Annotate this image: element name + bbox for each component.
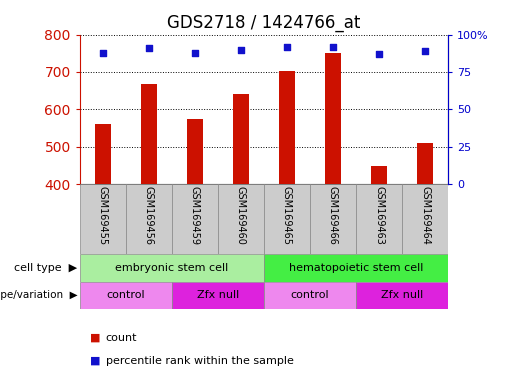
Bar: [279, 71, 295, 184]
Text: GSM169456: GSM169456: [144, 186, 154, 245]
Bar: [264, 282, 356, 309]
Text: ■: ■: [90, 356, 100, 366]
Text: GSM169465: GSM169465: [282, 186, 292, 245]
Bar: [172, 184, 218, 254]
Text: percentile rank within the sample: percentile rank within the sample: [106, 356, 294, 366]
Title: GDS2718 / 1424766_at: GDS2718 / 1424766_at: [167, 14, 360, 32]
Text: count: count: [106, 333, 137, 343]
Point: [237, 46, 245, 53]
Text: Zfx null: Zfx null: [197, 290, 239, 300]
Point: [145, 45, 153, 51]
Text: GSM169460: GSM169460: [236, 186, 246, 245]
Text: hematopoietic stem cell: hematopoietic stem cell: [289, 263, 423, 273]
Text: cell type  ▶: cell type ▶: [14, 263, 77, 273]
Bar: [187, 119, 203, 184]
Point: [99, 50, 107, 56]
Bar: [310, 184, 356, 254]
Text: genotype/variation  ▶: genotype/variation ▶: [0, 290, 77, 300]
Bar: [95, 124, 111, 184]
Bar: [80, 282, 172, 309]
Bar: [141, 84, 157, 184]
Point: [283, 43, 291, 50]
Text: embryonic stem cell: embryonic stem cell: [115, 263, 229, 273]
Bar: [172, 282, 264, 309]
Text: GSM169463: GSM169463: [374, 186, 384, 245]
Bar: [80, 254, 264, 282]
Bar: [233, 94, 249, 184]
Point: [421, 48, 429, 54]
Bar: [356, 184, 402, 254]
Bar: [264, 184, 310, 254]
Bar: [264, 254, 448, 282]
Text: control: control: [107, 290, 145, 300]
Text: control: control: [290, 290, 329, 300]
Bar: [325, 53, 341, 184]
Bar: [80, 184, 126, 254]
Text: ■: ■: [90, 333, 100, 343]
Bar: [218, 184, 264, 254]
Text: GSM169459: GSM169459: [190, 186, 200, 245]
Point: [329, 43, 337, 50]
Point: [375, 51, 383, 57]
Bar: [417, 143, 433, 184]
Bar: [371, 166, 387, 184]
Text: GSM169464: GSM169464: [420, 186, 430, 245]
Point: [191, 50, 199, 56]
Text: GSM169466: GSM169466: [328, 186, 338, 245]
Text: GSM169455: GSM169455: [98, 186, 108, 245]
Text: Zfx null: Zfx null: [381, 290, 423, 300]
Bar: [402, 184, 448, 254]
Bar: [356, 282, 448, 309]
Bar: [126, 184, 172, 254]
